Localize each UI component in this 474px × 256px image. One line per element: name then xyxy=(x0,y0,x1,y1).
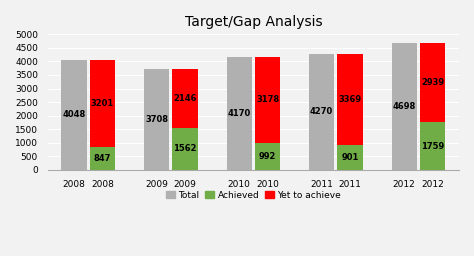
Text: 4270: 4270 xyxy=(310,108,333,116)
Text: 1759: 1759 xyxy=(421,142,444,151)
Bar xyxy=(337,54,363,145)
Legend: Total, Achieved, Yet to achieve: Total, Achieved, Yet to achieve xyxy=(162,187,345,203)
Bar xyxy=(62,60,87,170)
Text: 4048: 4048 xyxy=(63,111,86,120)
Text: 2146: 2146 xyxy=(173,94,197,103)
Text: 3201: 3201 xyxy=(91,99,114,108)
Bar xyxy=(227,57,252,170)
Text: 3178: 3178 xyxy=(256,95,279,104)
Bar xyxy=(420,42,445,122)
Bar xyxy=(173,69,198,127)
Text: 2939: 2939 xyxy=(421,78,444,87)
Bar xyxy=(255,143,280,170)
Text: 3369: 3369 xyxy=(338,95,362,104)
Bar xyxy=(173,127,198,170)
Text: 992: 992 xyxy=(259,152,276,161)
Bar xyxy=(255,57,280,143)
Text: 1562: 1562 xyxy=(173,144,197,153)
Text: 4698: 4698 xyxy=(392,102,416,111)
Text: 4170: 4170 xyxy=(228,109,251,118)
Text: 847: 847 xyxy=(94,154,111,163)
Bar xyxy=(90,60,115,147)
Bar xyxy=(337,145,363,170)
Bar xyxy=(144,69,169,170)
Text: 3708: 3708 xyxy=(145,115,168,124)
Text: 901: 901 xyxy=(341,153,359,162)
Bar xyxy=(309,54,334,170)
Bar xyxy=(90,147,115,170)
Title: Target/Gap Analysis: Target/Gap Analysis xyxy=(184,15,322,29)
Bar xyxy=(392,42,417,170)
Bar xyxy=(420,122,445,170)
